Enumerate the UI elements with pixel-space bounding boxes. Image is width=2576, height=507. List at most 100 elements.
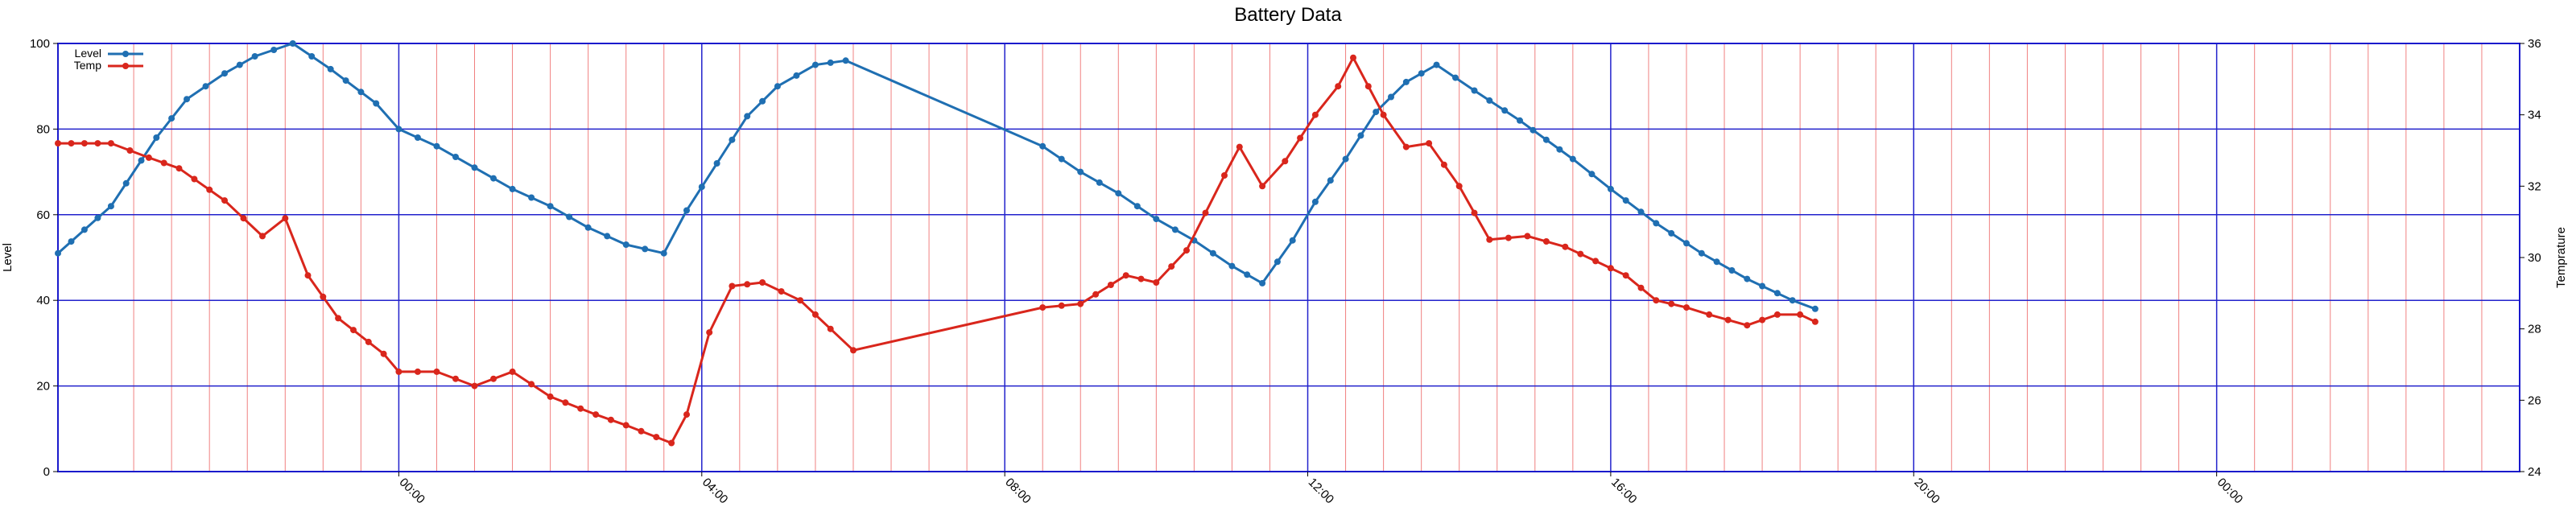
data-point-temp bbox=[1092, 291, 1100, 298]
data-point-level bbox=[1698, 249, 1705, 257]
data-point-level bbox=[1744, 275, 1751, 282]
data-point-level bbox=[1327, 177, 1334, 184]
data-point-temp bbox=[68, 140, 75, 147]
data-point-level bbox=[68, 238, 75, 245]
data-point-level bbox=[1569, 155, 1576, 163]
right-tick-label: 24 bbox=[2528, 465, 2541, 479]
data-point-level bbox=[744, 113, 751, 120]
data-point-temp bbox=[1724, 316, 1732, 324]
data-point-temp bbox=[653, 434, 660, 441]
data-point-level bbox=[1728, 267, 1736, 274]
data-point-temp bbox=[1773, 311, 1781, 318]
data-point-temp bbox=[1058, 302, 1065, 309]
data-point-temp bbox=[1335, 83, 1342, 90]
data-point-level bbox=[1388, 93, 1394, 101]
left-axis-label: Level bbox=[1, 243, 14, 272]
data-point-temp bbox=[638, 427, 645, 435]
axis-layer: 0 20 40 60 80 100 24 26 28 30 32 34 36 00:00 04:00 08:0… bbox=[30, 37, 2541, 506]
data-point-temp bbox=[1486, 236, 1493, 243]
data-point-level bbox=[1653, 220, 1660, 227]
data-point-level bbox=[202, 83, 209, 90]
data-point-level bbox=[1517, 117, 1523, 124]
data-point-level bbox=[55, 249, 61, 257]
data-point-temp bbox=[683, 411, 690, 418]
data-point-level bbox=[251, 53, 258, 60]
legend-marker-level bbox=[122, 51, 129, 57]
data-point-level bbox=[1133, 203, 1141, 210]
data-point-temp bbox=[452, 375, 459, 382]
data-point-level bbox=[698, 183, 705, 191]
data-point-temp bbox=[592, 411, 600, 418]
data-point-level bbox=[342, 77, 349, 84]
data-point-temp bbox=[490, 375, 497, 382]
data-point-temp bbox=[221, 197, 228, 204]
data-point-level bbox=[221, 70, 228, 77]
x-tick-label: 00:00 bbox=[2215, 476, 2246, 507]
data-point-temp bbox=[1153, 279, 1160, 286]
data-point-level bbox=[1588, 171, 1596, 178]
data-point-temp bbox=[1137, 275, 1145, 282]
data-point-level bbox=[1452, 74, 1459, 81]
data-point-level bbox=[1244, 271, 1251, 278]
data-point-level bbox=[547, 203, 554, 210]
data-point-level bbox=[1773, 290, 1781, 297]
data-point-level bbox=[1471, 87, 1478, 94]
data-point-level bbox=[1418, 70, 1425, 77]
data-point-level bbox=[528, 194, 535, 201]
left-tick-label: 80 bbox=[36, 122, 50, 136]
data-point-temp bbox=[850, 347, 857, 354]
data-point-temp bbox=[1077, 300, 1084, 307]
data-point-level bbox=[1433, 61, 1440, 68]
left-tick-label: 0 bbox=[43, 465, 50, 479]
data-point-temp bbox=[304, 272, 312, 279]
left-tick-label: 100 bbox=[30, 37, 50, 51]
x-tick-label: 04:00 bbox=[700, 476, 731, 507]
data-point-level bbox=[138, 157, 145, 164]
x-tick-label: 12:00 bbox=[1306, 476, 1337, 507]
data-point-temp bbox=[668, 439, 675, 447]
right-tick-label: 30 bbox=[2528, 251, 2541, 265]
data-point-level bbox=[1096, 179, 1103, 186]
data-point-temp bbox=[1202, 209, 1209, 216]
data-point-level bbox=[622, 241, 630, 248]
legend-label-level: Level bbox=[75, 47, 101, 60]
data-point-level bbox=[793, 72, 800, 79]
data-point-level bbox=[683, 207, 690, 214]
data-point-level bbox=[584, 224, 592, 231]
data-point-temp bbox=[547, 393, 554, 400]
data-point-level bbox=[1501, 107, 1509, 114]
data-point-temp bbox=[1039, 304, 1046, 311]
data-point-temp bbox=[1744, 322, 1751, 329]
legend-marker-temp bbox=[122, 63, 129, 69]
data-point-temp bbox=[365, 338, 372, 345]
data-point-level bbox=[1342, 155, 1349, 163]
data-point-temp bbox=[94, 140, 101, 147]
legend-label-temp: Temp bbox=[74, 59, 101, 72]
data-point-temp bbox=[1797, 311, 1804, 318]
right-tick-label: 26 bbox=[2528, 394, 2541, 407]
series-line-temp bbox=[58, 56, 1816, 444]
data-point-level bbox=[1789, 297, 1796, 304]
data-point-level bbox=[811, 61, 819, 68]
data-point-level bbox=[184, 96, 190, 103]
x-tick-label: 08:00 bbox=[1002, 476, 1034, 507]
right-tick-label: 36 bbox=[2528, 37, 2541, 51]
data-point-level bbox=[660, 249, 667, 257]
data-point-temp bbox=[1259, 183, 1266, 190]
data-point-level bbox=[1289, 237, 1296, 244]
data-point-temp bbox=[55, 140, 61, 147]
data-point-level bbox=[107, 203, 114, 210]
data-point-temp bbox=[175, 165, 183, 172]
series-layer bbox=[55, 40, 1818, 447]
data-point-level bbox=[1153, 216, 1160, 223]
data-point-level bbox=[1530, 126, 1537, 134]
legend: Level Temp bbox=[74, 47, 143, 72]
data-point-level bbox=[713, 160, 720, 167]
data-point-temp bbox=[827, 325, 834, 332]
data-point-level bbox=[1259, 279, 1266, 286]
data-point-level bbox=[80, 226, 88, 233]
data-point-temp bbox=[1706, 311, 1713, 318]
data-point-level bbox=[1542, 136, 1550, 143]
series-line-level bbox=[57, 42, 1816, 311]
